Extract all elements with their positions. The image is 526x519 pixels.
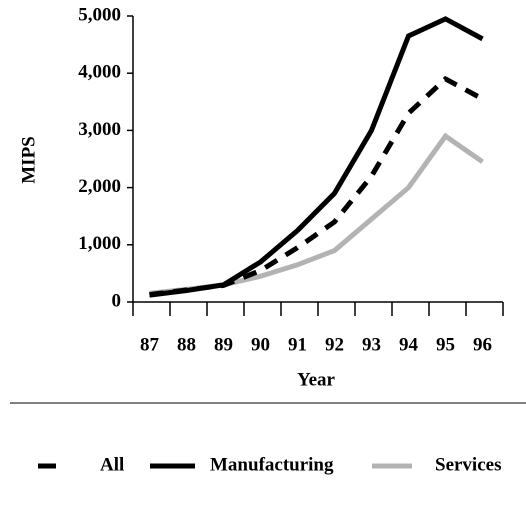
x-tick-label: 96 [473,334,492,355]
x-tick-label: 87 [140,334,160,355]
series-line [149,75,484,298]
x-tick-label: 93 [362,334,381,355]
legend-label: Manufacturing [210,454,334,475]
y-tick-label: 3,000 [78,119,121,140]
y-tick-label: 4,000 [78,62,121,83]
legend-label: All [100,454,124,475]
x-tick-label: 92 [325,334,344,355]
y-tick-label: 1,000 [78,233,121,254]
series-line [149,16,484,298]
x-tick-label: 95 [436,334,455,355]
x-tick-label: 88 [177,334,196,355]
y-tick-label: 0 [112,290,122,311]
y-axis-label: MIPS [18,136,39,184]
y-tick-label: 5,000 [78,4,121,25]
y-tick-label: 2,000 [78,176,121,197]
x-tick-label: 90 [251,334,270,355]
legend-label: Services [435,454,501,475]
x-axis-label: Year [297,369,336,390]
x-tick-label: 89 [214,334,233,355]
x-tick-label: 91 [288,334,307,355]
x-tick-label: 94 [399,334,419,355]
